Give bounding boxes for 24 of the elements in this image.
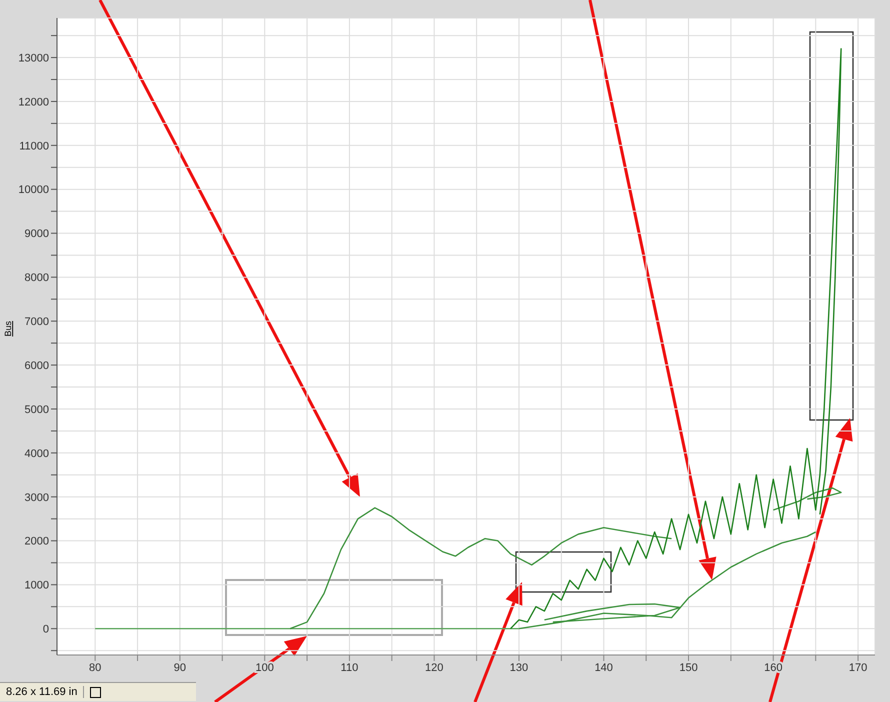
y-tick-label: 10000 xyxy=(18,184,49,196)
x-tick-label: 140 xyxy=(594,662,613,674)
x-tick-label: 110 xyxy=(340,662,358,674)
y-axis-title: Bus xyxy=(3,320,14,336)
y-tick-label: 1000 xyxy=(24,580,49,592)
y-tick-label: 2000 xyxy=(24,536,49,548)
y-tick-label: 11000 xyxy=(19,140,49,152)
y-tick-label: 4000 xyxy=(24,448,49,460)
x-tick-label: 80 xyxy=(89,662,102,674)
y-tick-label: 3000 xyxy=(24,492,49,504)
text: 8.26 x 11.69 in xyxy=(0,686,84,698)
y-tick-label: 7000 xyxy=(24,316,49,328)
y-tick-label: 9000 xyxy=(24,228,49,240)
y-tick-label: 6000 xyxy=(24,360,49,372)
x-tick-label: 130 xyxy=(510,662,528,674)
y-tick-label: 5000 xyxy=(24,404,49,416)
y-tick-label: 8000 xyxy=(24,272,49,284)
x-tick-label: 150 xyxy=(679,662,698,674)
y-tick-label: 12000 xyxy=(18,96,49,108)
x-tick-label: 120 xyxy=(425,662,444,674)
x-tick-label: 90 xyxy=(174,662,186,674)
x-tick-label: 170 xyxy=(848,662,868,674)
y-tick-label: 0 xyxy=(42,624,49,636)
y-tick-label: 13000 xyxy=(18,52,49,64)
